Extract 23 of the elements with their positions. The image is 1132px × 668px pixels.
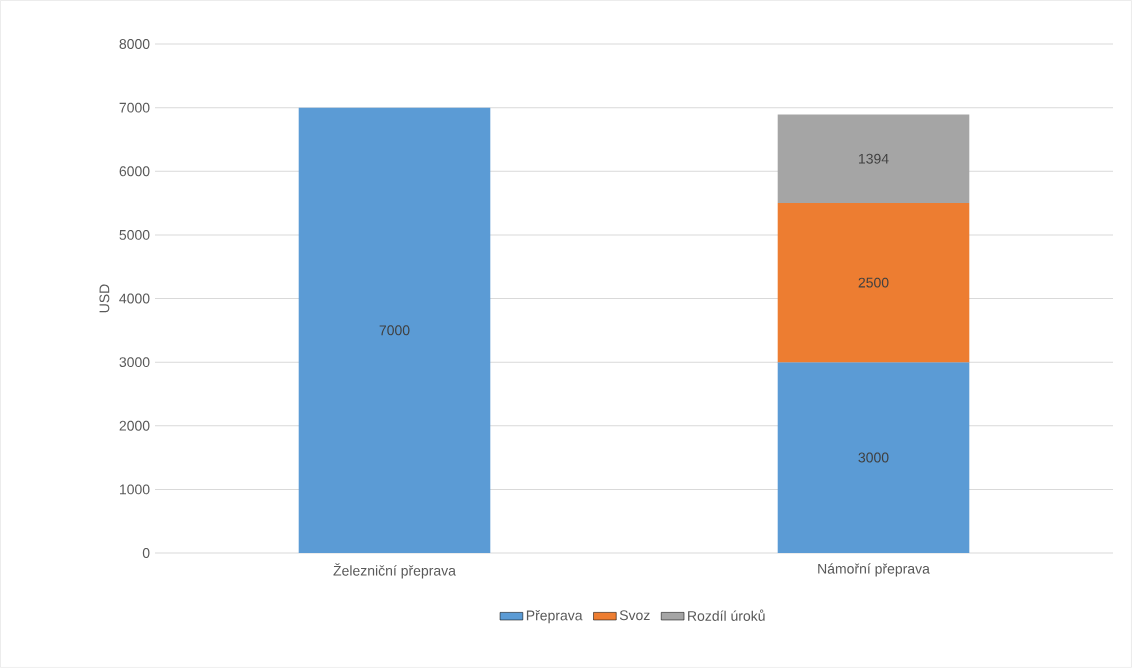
data-label: 3000 — [858, 452, 889, 463]
legend-label: Svoz — [619, 610, 650, 621]
y-tick-label: 8000 — [119, 39, 150, 49]
legend-label: Přeprava — [526, 610, 583, 624]
x-tick-label: Námořní přeprava — [818, 563, 930, 577]
y-tick-label: 7000 — [119, 102, 150, 113]
y-tick-label: 0 — [142, 548, 150, 558]
y-tick-label: 3000 — [119, 357, 150, 368]
bar — [777, 362, 970, 553]
y-tick-label: 5000 — [119, 229, 150, 240]
y-tick-label: 2000 — [119, 420, 150, 431]
y-tick-label: 4000 — [119, 293, 150, 304]
data-label: 1394 — [859, 153, 889, 164]
y-tick-label: 1000 — [119, 484, 150, 495]
y-axis-title: USD — [99, 284, 110, 313]
data-label: 7000 — [379, 325, 410, 336]
bar — [298, 107, 491, 553]
data-label: 2500 — [858, 277, 889, 288]
bar — [777, 203, 970, 363]
legend-label: Rozdíl úroků — [688, 609, 765, 621]
y-tick-label: 6000 — [119, 166, 150, 177]
bar — [777, 114, 970, 204]
x-tick-label: Železniční přeprava — [333, 563, 456, 579]
